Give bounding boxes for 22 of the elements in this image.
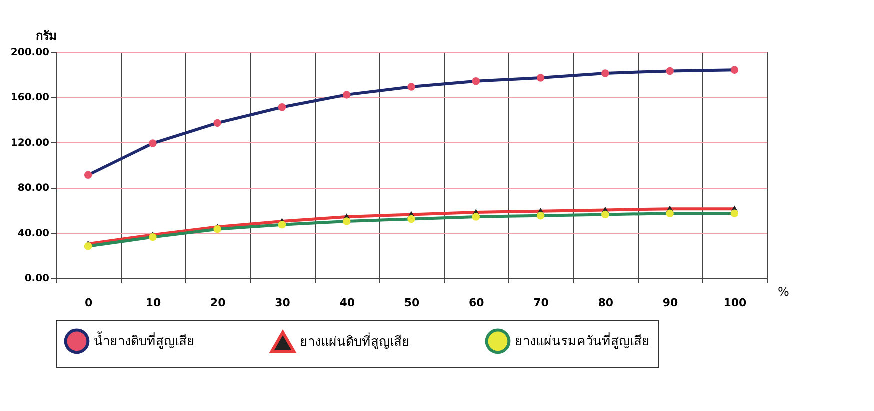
x-tick-label: 20 <box>210 296 226 310</box>
y-tick-label: 40.00 <box>18 228 50 240</box>
legend-label: น้ำยางดิบที่สูญเสีย <box>94 331 195 350</box>
x-tick-label: 0 <box>84 296 93 310</box>
x-tick-label: 60 <box>468 296 485 310</box>
x-axis-title: % <box>778 285 790 299</box>
y-tick-label: 200.00 <box>10 48 50 58</box>
y-tick-label: 120.00 <box>10 138 50 149</box>
x-tick-label: 50 <box>404 296 420 310</box>
x-tick-label: 30 <box>275 296 291 310</box>
x-tick-label: 40 <box>340 296 356 310</box>
y-tick-label: 0.00 <box>24 274 50 284</box>
x-tick-label: 70 <box>534 296 550 310</box>
y-tick-label: 80.00 <box>18 183 50 194</box>
legend-label: ยางแผ่นดิบที่สูญเสีย <box>300 333 410 350</box>
x-tick-label: 80 <box>598 296 614 310</box>
legend-label: ยางแผ่นรมควันที่สูญเสีย <box>515 332 650 350</box>
x-tick-label: 90 <box>662 296 679 310</box>
y-tick-label: 160.00 <box>10 92 50 104</box>
y-axis-title: กรัม <box>36 29 57 43</box>
x-tick-label: 10 <box>146 296 162 310</box>
x-tick-label: 100 <box>724 296 748 310</box>
